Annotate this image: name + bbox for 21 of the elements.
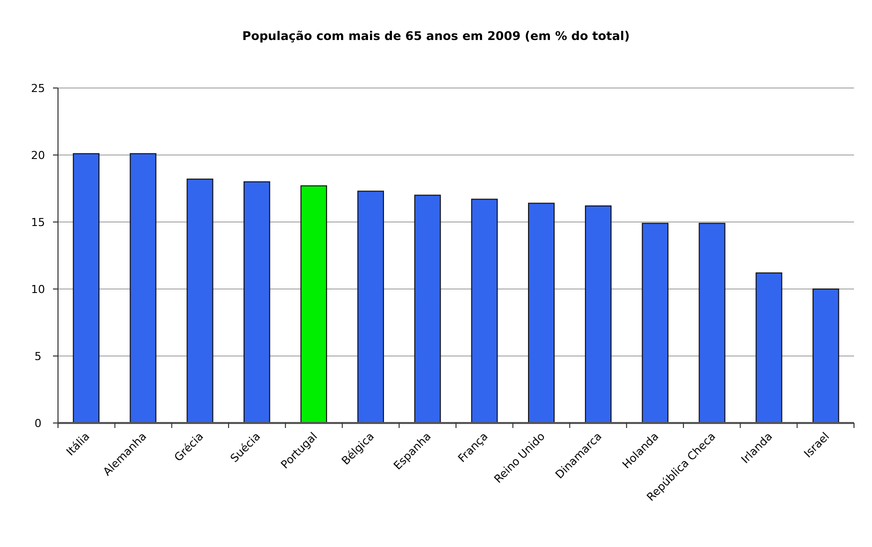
- y-tick-label: 15: [31, 216, 45, 229]
- bar: [357, 190, 384, 424]
- bar: [812, 288, 840, 424]
- bar: [642, 222, 668, 424]
- y-tick-label: 0: [34, 416, 42, 430]
- chart-title: População com mais de 65 anos em 2009 (em % do total): [242, 29, 630, 43]
- y-tick-label: 5: [34, 350, 42, 363]
- y-tick-label: 10: [31, 282, 45, 296]
- bar: [471, 198, 498, 424]
- y-tick-label: 20: [31, 148, 45, 162]
- bar: [756, 272, 782, 424]
- bar: [414, 194, 441, 424]
- bar: [186, 178, 214, 424]
- y-tick-label: 25: [31, 82, 45, 95]
- bar: [698, 222, 726, 424]
- bar: [528, 202, 555, 424]
- bar: [244, 181, 270, 424]
- bar: [130, 153, 156, 424]
- bar: [584, 205, 612, 424]
- bar: [72, 153, 100, 424]
- bar: [300, 185, 328, 424]
